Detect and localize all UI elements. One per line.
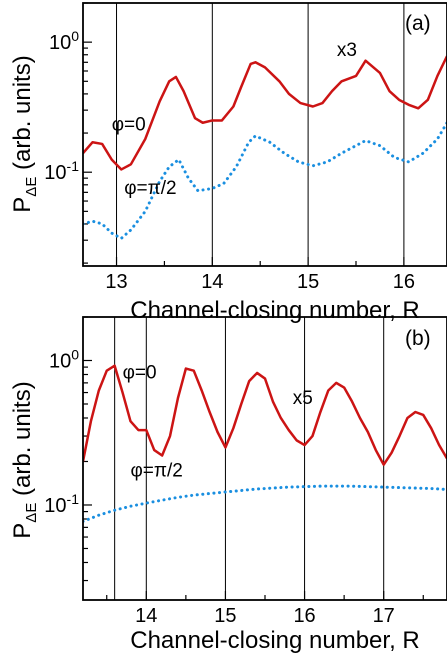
annotation-label: x3: [337, 40, 357, 61]
series-line-phi-pi-half: [83, 121, 447, 240]
y-tick-label: 100: [49, 346, 79, 372]
y-axis-label: PΔE (arb. units): [9, 381, 40, 538]
series-group: [83, 364, 447, 523]
series-group: [83, 55, 447, 240]
x-tick-label: 13: [105, 271, 127, 293]
panel-label: (b): [405, 327, 431, 350]
x-tick-label: 15: [297, 271, 319, 293]
annotation-label: φ=π/2: [130, 460, 182, 481]
series-line-phi-pi-half: [83, 484, 447, 523]
panel-label: (a): [405, 12, 431, 35]
x-tick-label: 14: [135, 605, 157, 627]
x-tick-label: 16: [393, 271, 415, 293]
annotation-label: φ=0: [123, 363, 157, 384]
panel-b: 14 15 16 17 100 10-1 φ=0 φ=π/2 x5 (b) Channel-clos…: [9, 316, 447, 654]
x-tick-label: 16: [293, 605, 315, 627]
panel-a: 13 14 15 16 100 10-1 φ=0 φ=π/2 x3 (a) Channel-clos…: [9, 2, 447, 324]
annotation-label: φ=0: [112, 114, 146, 135]
x-tick-label: 17: [373, 605, 395, 627]
series-line-phi-0: [83, 364, 447, 466]
y-tick-label: 10-1: [44, 158, 79, 184]
plot-frame: [82, 316, 447, 601]
plot-frame: [82, 2, 447, 267]
x-axis-label: Channel-closing number, R: [130, 627, 420, 654]
annotation-label: φ=π/2: [124, 178, 176, 199]
annotation-label: x5: [293, 388, 313, 409]
x-tick-label: 15: [214, 605, 236, 627]
series-line-phi-0: [83, 55, 447, 171]
y-tick-label: 100: [49, 28, 79, 54]
y-axis-label: PΔE (arb. units): [9, 55, 40, 212]
x-axis-label: Channel-closing number, R: [130, 297, 420, 324]
x-tick-label: 14: [201, 271, 223, 293]
y-tick-label: 10-1: [44, 491, 79, 517]
